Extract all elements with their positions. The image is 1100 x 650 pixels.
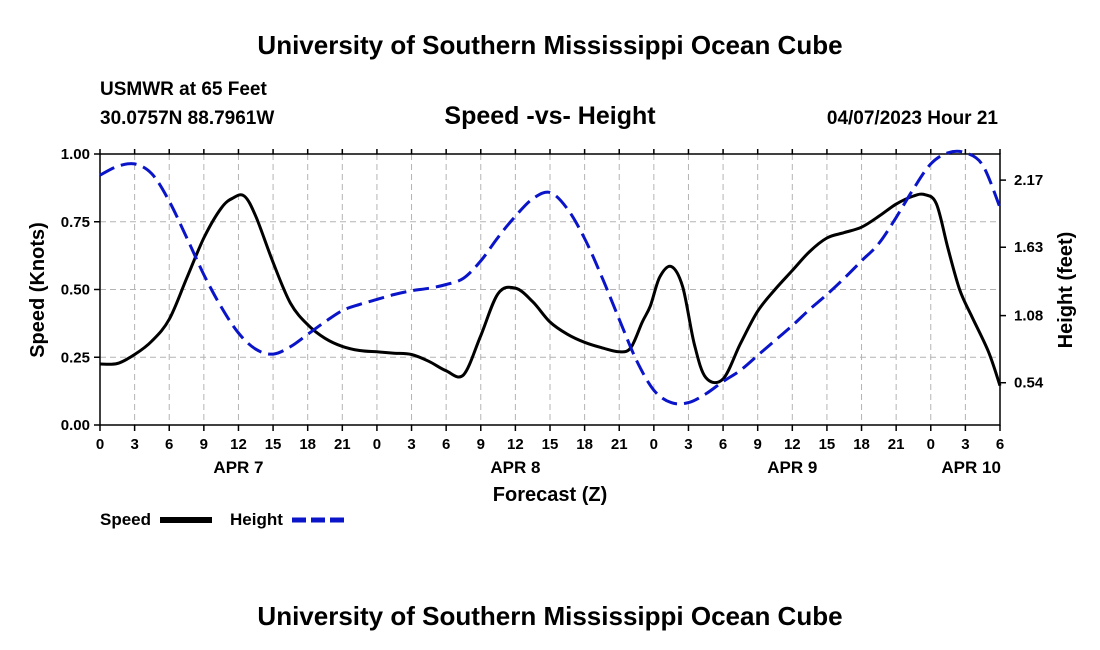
day-label: APR 7 — [213, 458, 263, 477]
x-tick-label: 6 — [719, 436, 727, 453]
x-tick-label: 18 — [853, 436, 870, 453]
x-tick-label: 0 — [650, 436, 658, 453]
day-label: APR 10 — [941, 458, 1001, 477]
series-lines — [99, 149, 1002, 406]
x-tick-label: 15 — [265, 436, 282, 453]
x-tick-label: 21 — [334, 436, 351, 453]
y2-tick-label: 2.17 — [1014, 172, 1043, 189]
y-tick-label: 0.00 — [61, 417, 90, 434]
forecast-datetime: 04/07/2023 Hour 21 — [827, 108, 999, 129]
x-tick-label: 21 — [888, 436, 905, 453]
axis-ticks: 0 3 6 9 12 15 18 21 0 3 6 9 12 15 18 21 0 3 6 9 12 15 18 21 0 3 6 0… — [61, 146, 1044, 477]
y-tick-label: 0.50 — [61, 282, 90, 299]
day-label: APR 9 — [767, 458, 817, 477]
x-tick-label: 21 — [611, 436, 628, 453]
x-tick-label: 6 — [442, 436, 450, 453]
y2-tick-label: 1.08 — [1014, 308, 1043, 325]
x-tick-label: 9 — [477, 436, 485, 453]
page-title: University of Southern Mississippi Ocean… — [257, 30, 842, 60]
x-tick-label: 3 — [407, 436, 415, 453]
chart-subtitle: Speed -vs- Height — [444, 102, 656, 130]
x-tick-label: 3 — [961, 436, 969, 453]
x-tick-label: 3 — [684, 436, 692, 453]
coordinates-label: 30.0757N 88.7961W — [100, 108, 274, 129]
x-tick-label: 9 — [754, 436, 762, 453]
speed-series-line — [99, 192, 1002, 387]
grid — [100, 154, 1000, 425]
y-axis-label: Speed (Knots) — [27, 222, 49, 358]
x-tick-label: 12 — [507, 436, 524, 453]
x-tick-label: 6 — [996, 436, 1004, 453]
x-tick-label: 0 — [927, 436, 935, 453]
day-label: APR 8 — [490, 458, 540, 477]
height-series-line — [99, 149, 1002, 406]
x-tick-label: 0 — [373, 436, 381, 453]
y2-tick-label: 1.63 — [1014, 239, 1043, 256]
x-tick-label: 18 — [576, 436, 593, 453]
footer-title: University of Southern Mississippi Ocean… — [257, 601, 842, 631]
legend: Speed Height — [100, 510, 344, 529]
x-tick-label: 15 — [819, 436, 836, 453]
y2-tick-label: 0.54 — [1014, 375, 1044, 392]
y-tick-label: 0.75 — [61, 214, 90, 231]
y-tick-label: 1.00 — [61, 146, 90, 163]
x-tick-label: 18 — [299, 436, 316, 453]
x-tick-label: 15 — [542, 436, 559, 453]
x-axis-label: Forecast (Z) — [493, 484, 607, 506]
x-tick-label: 12 — [784, 436, 801, 453]
x-tick-label: 9 — [200, 436, 208, 453]
x-tick-label: 12 — [230, 436, 247, 453]
legend-label-height: Height — [230, 510, 283, 529]
x-tick-label: 3 — [130, 436, 138, 453]
station-label: USMWR at 65 Feet — [100, 79, 267, 100]
y-tick-label: 0.25 — [61, 349, 90, 366]
x-tick-label: 0 — [96, 436, 104, 453]
x-tick-label: 6 — [165, 436, 173, 453]
y2-axis-label: Height (feet) — [1055, 232, 1077, 349]
legend-label-speed: Speed — [100, 510, 151, 529]
